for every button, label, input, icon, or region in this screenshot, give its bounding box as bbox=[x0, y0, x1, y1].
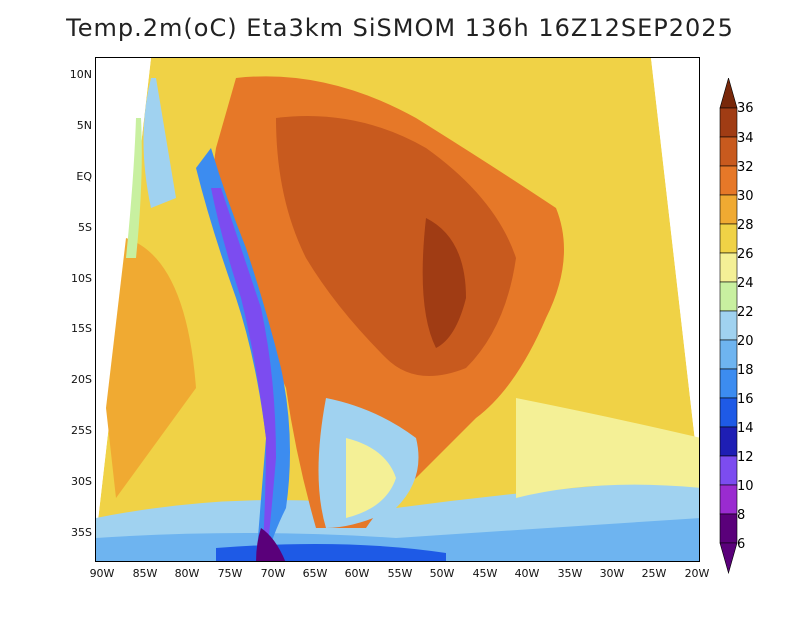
legend-band bbox=[719, 368, 738, 399]
lon-label: 70W bbox=[260, 567, 286, 580]
legend-label: 34 bbox=[737, 131, 754, 146]
lon-label: 30W bbox=[599, 567, 625, 580]
legend-label: 20 bbox=[737, 334, 754, 349]
lat-label: 5N bbox=[76, 119, 92, 132]
legend-label: 16 bbox=[737, 392, 754, 407]
lon-label: 90W bbox=[89, 567, 115, 580]
lat-label: 10S bbox=[71, 272, 92, 285]
legend-label: 24 bbox=[737, 276, 754, 291]
lon-label: 20W bbox=[684, 567, 710, 580]
legend-label: 32 bbox=[737, 160, 754, 175]
legend-band bbox=[719, 252, 738, 283]
temperature-map bbox=[96, 58, 699, 561]
legend-label: 36 bbox=[737, 101, 754, 116]
legend-bottom-arrow bbox=[719, 542, 738, 575]
lon-label: 85W bbox=[132, 567, 158, 580]
legend-band bbox=[719, 107, 738, 138]
legend-label: 22 bbox=[737, 305, 754, 320]
legend-band bbox=[719, 194, 738, 225]
legend-band bbox=[719, 165, 738, 196]
lat-label: 35S bbox=[71, 526, 92, 539]
lon-label: 80W bbox=[174, 567, 200, 580]
legend-label: 8 bbox=[737, 508, 746, 523]
legend-label: 28 bbox=[737, 218, 754, 233]
legend-band bbox=[719, 281, 738, 312]
color-legend bbox=[719, 78, 738, 575]
lon-label: 35W bbox=[557, 567, 583, 580]
lon-label: 60W bbox=[344, 567, 370, 580]
lon-label: 75W bbox=[217, 567, 243, 580]
legend-band bbox=[719, 223, 738, 254]
lat-label: 30S bbox=[71, 475, 92, 488]
lon-label: 40W bbox=[514, 567, 540, 580]
map-title: Temp.2m(oC) Eta3km SiSMOM 136h 16Z12SEP2… bbox=[66, 14, 734, 42]
legend-label: 10 bbox=[737, 479, 754, 494]
lat-label: 25S bbox=[71, 424, 92, 437]
lon-label: 45W bbox=[472, 567, 498, 580]
legend-band bbox=[719, 136, 738, 167]
legend-top-arrow bbox=[719, 78, 738, 109]
legend-label: 18 bbox=[737, 363, 754, 378]
legend-label: 14 bbox=[737, 421, 754, 436]
lon-label: 65W bbox=[302, 567, 328, 580]
lon-label: 55W bbox=[387, 567, 413, 580]
lat-label: 10N bbox=[69, 68, 92, 81]
legend-band bbox=[719, 484, 738, 515]
lat-label: 20S bbox=[71, 373, 92, 386]
map-panel bbox=[95, 57, 700, 562]
legend-label: 12 bbox=[737, 450, 754, 465]
legend-band bbox=[719, 397, 738, 428]
legend-band bbox=[719, 310, 738, 341]
lat-label: 5S bbox=[78, 221, 92, 234]
legend-band bbox=[719, 339, 738, 370]
legend-band bbox=[719, 455, 738, 486]
legend-band bbox=[719, 513, 738, 544]
lat-label: EQ bbox=[76, 170, 92, 183]
legend-label: 6 bbox=[737, 537, 746, 552]
lat-label: 15S bbox=[71, 322, 92, 335]
lon-label: 50W bbox=[429, 567, 455, 580]
legend-label: 30 bbox=[737, 189, 754, 204]
lon-label: 25W bbox=[641, 567, 667, 580]
legend-label: 26 bbox=[737, 247, 754, 262]
legend-band bbox=[719, 426, 738, 457]
